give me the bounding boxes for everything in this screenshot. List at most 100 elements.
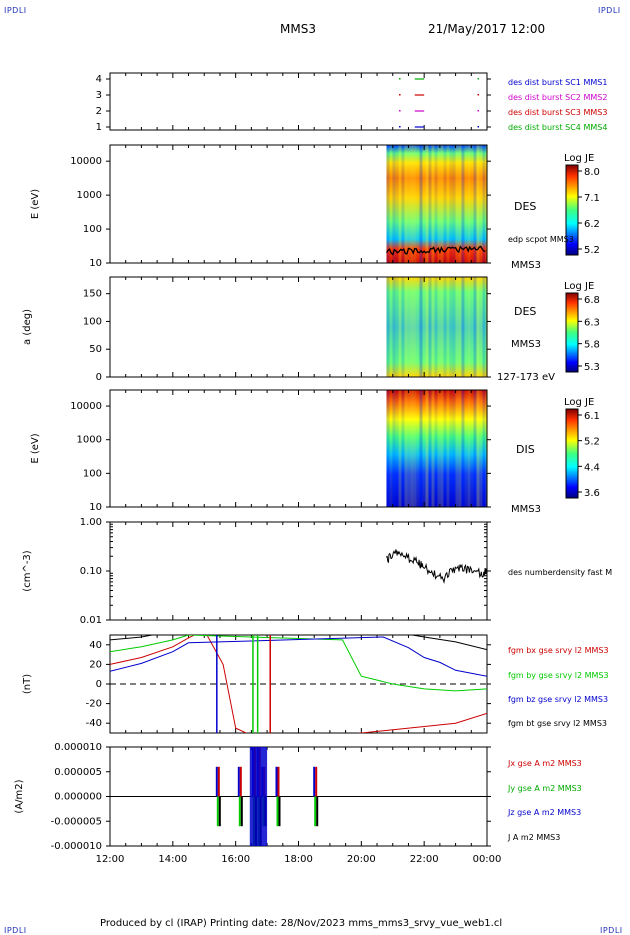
availability-legend-entry: des dist burst SC4 MMS4	[508, 123, 607, 132]
des-pitch-stripe	[389, 277, 393, 377]
colorbar-title: Log JE	[564, 281, 594, 292]
des-energy-stripe	[389, 145, 393, 263]
des-pitch-stripe	[392, 277, 396, 377]
burst-dot	[399, 126, 401, 128]
x-tick-label: 20:00	[347, 854, 376, 865]
dis-energy-stripe	[398, 390, 402, 507]
b-series-line	[110, 635, 487, 733]
j-y-tick-label: 0.000000	[54, 792, 102, 803]
des-pitch-stripe	[422, 277, 426, 377]
j-activity-block	[249, 747, 268, 846]
des-energy-stripe	[446, 145, 450, 263]
des-pitch-stripe	[407, 277, 411, 377]
dis-energy-stripe	[386, 390, 390, 507]
dis-energy-image	[386, 390, 487, 507]
b-legend-entry: fgm bz gse srvy l2 MMS3	[508, 695, 608, 704]
des-energy-stripe	[440, 145, 444, 263]
b-legend-entry: fgm bx gse srvy l2 MMS3	[508, 646, 609, 655]
b-y-tick-label: 40	[89, 640, 102, 651]
colorbar	[565, 408, 579, 499]
j-y-tick-label: 0.000005	[54, 767, 102, 778]
colorbar-tick-label: 5.2	[584, 245, 600, 256]
dis-energy-y-axis-label: E (eV)	[30, 433, 41, 463]
des-energy-y-tick-label: 10000	[70, 156, 102, 167]
plot-datetime: 21/May/2017 12:00	[428, 22, 546, 36]
des-energy-species-label: DES	[514, 200, 536, 213]
colorbar-tick-label: 5.2	[584, 437, 600, 448]
availability-y-tick-label: 1	[96, 122, 102, 133]
corner-watermark-left: IPDLI	[4, 6, 27, 15]
corner-watermark-right: IPDLI	[598, 6, 621, 15]
mission-title: MMS3	[280, 22, 316, 36]
dis-energy-y-tick-label: 1000	[77, 435, 102, 446]
colorbar-title: Log JE	[564, 153, 594, 164]
des-pitch-sc-label: MMS3	[511, 339, 541, 350]
des-energy-sc-label: MMS3	[511, 260, 541, 271]
dis-energy-stripe	[404, 390, 408, 507]
j-y-tick-label: -0.000010	[51, 841, 102, 852]
burst-dot	[399, 78, 401, 80]
des-energy-stripe	[386, 145, 390, 263]
des-pitch-y-tick-label: 100	[83, 316, 102, 327]
dis-energy-stripe	[461, 390, 465, 507]
des-pitch-y-tick-label: 50	[89, 344, 102, 355]
des-energy-stripe	[479, 145, 483, 263]
des-pitch-stripe	[419, 277, 423, 377]
availability-y-tick-label: 4	[96, 74, 102, 85]
footer-credits: Produced by cl (IRAP) Printing date: 28/…	[100, 918, 503, 929]
density-legend-entry: des numberdensity fast M	[508, 568, 612, 577]
corner-watermark-bottom-right: IPDLI	[600, 926, 623, 935]
j-y-tick-label: -0.000005	[51, 816, 102, 827]
des-energy-stripe	[422, 145, 426, 263]
dis-energy-stripe	[416, 390, 420, 507]
des-pitch-stripe	[446, 277, 450, 377]
colorbar	[565, 164, 579, 256]
b-series-line	[110, 635, 487, 692]
burst-dot	[477, 126, 480, 128]
availability-legend-entry: des dist burst SC2 MMS2	[508, 93, 607, 102]
x-tick-label: 12:00	[96, 854, 125, 865]
dis-energy-species-label: DIS	[516, 443, 535, 456]
des-pitch-stripe	[482, 277, 486, 377]
des-energy-stripe	[449, 145, 453, 263]
x-tick-label: 22:00	[410, 854, 439, 865]
dis-energy-y-tick-label: 10000	[70, 401, 102, 412]
des-pitch-stripe	[404, 277, 408, 377]
dis-energy-stripe	[413, 390, 417, 507]
dis-energy-stripe	[452, 390, 456, 507]
availability-legend-entry: des dist burst SC3 MMS3	[508, 108, 607, 117]
dis-energy-stripe	[395, 390, 399, 507]
dis-energy-sc-label: MMS3	[511, 504, 541, 515]
corner-watermark-bottom-left: IPDLI	[4, 926, 27, 935]
density-y-tick-label: 1.00	[80, 517, 102, 528]
des-energy-stripe	[416, 145, 420, 263]
dis-energy-stripe	[476, 390, 480, 507]
des-pitch-stripe	[443, 277, 447, 377]
des-energy-stripe	[434, 145, 438, 263]
x-tick-label: 16:00	[221, 854, 250, 865]
dis-energy-stripe	[419, 390, 423, 507]
colorbar-tick-label: 6.1	[584, 411, 600, 422]
des-pitch-stripe	[455, 277, 459, 377]
availability-y-tick-label: 2	[96, 106, 102, 117]
des-energy-stripe	[419, 145, 423, 263]
colorbar-tick-label: 3.6	[584, 488, 600, 499]
des-pitch-stripe	[449, 277, 453, 377]
des-energy-stripe	[413, 145, 417, 263]
density-y-tick-label: 0.10	[80, 566, 102, 577]
colorbar-tick-label: 6.8	[584, 295, 600, 306]
des-pitch-stripe	[434, 277, 438, 377]
des-pitch-stripe	[452, 277, 456, 377]
des-pitch-y-axis-label: a (deg)	[22, 309, 33, 345]
des-energy-y-axis-label: E (eV)	[30, 189, 41, 219]
dis-energy-stripe	[455, 390, 459, 507]
des-pitch-stripe	[473, 277, 477, 377]
des-pitch-stripe	[410, 277, 414, 377]
dis-energy-stripe	[428, 390, 432, 507]
dis-energy-stripe	[389, 390, 393, 507]
burst-dot	[477, 78, 480, 80]
des-pitch-stripe	[431, 277, 435, 377]
des-energy-stripe	[458, 145, 462, 263]
dis-energy-stripe	[401, 390, 405, 507]
des-energy-stripe	[401, 145, 405, 263]
